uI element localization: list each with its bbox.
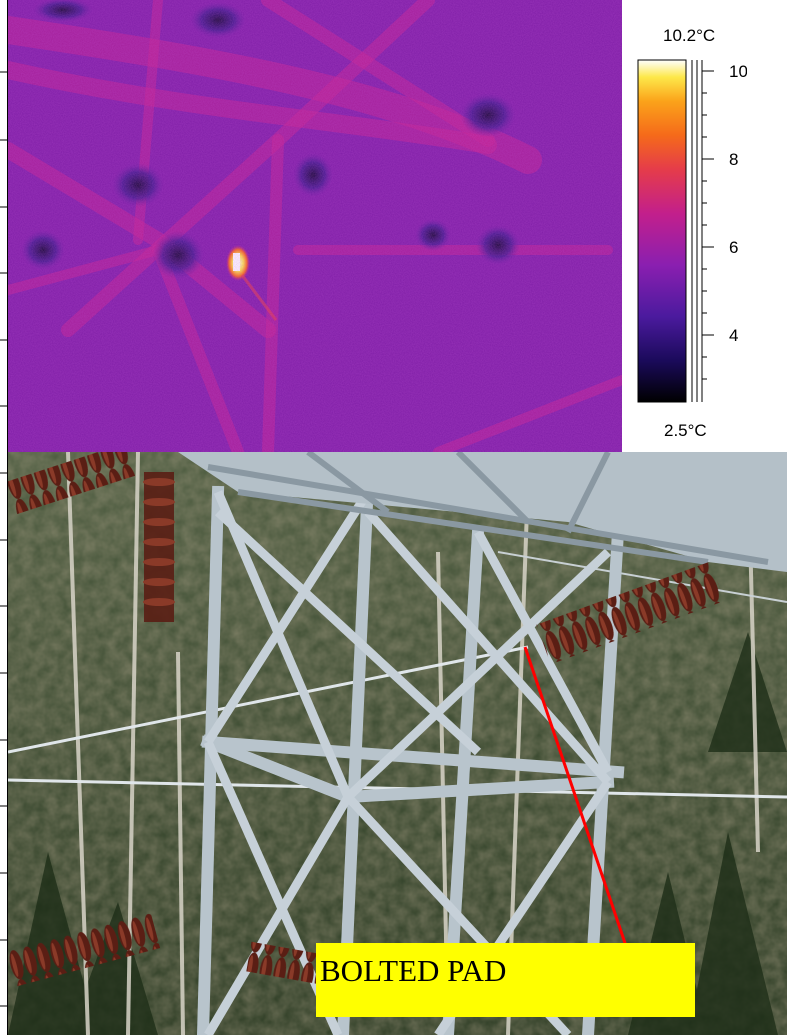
left-ruler xyxy=(0,0,8,1035)
bolted-pad-callout: BOLTED PAD xyxy=(316,943,695,1017)
colorbar-gradient xyxy=(637,59,687,403)
colorbar xyxy=(637,59,714,403)
scale-max-label: 10.2°C xyxy=(663,26,716,45)
callout-leader xyxy=(523,646,630,953)
tick-label-8: 8 xyxy=(729,150,739,169)
tick-label-10: 10 xyxy=(729,62,747,81)
tick-label-6: 6 xyxy=(729,238,739,257)
callout-label: BOLTED PAD xyxy=(320,953,507,988)
scale-min-label: 2.5°C xyxy=(664,421,707,440)
tick-label-4: 4 xyxy=(729,326,739,345)
tower-photo xyxy=(8,452,787,1035)
thermal-image xyxy=(8,0,622,452)
